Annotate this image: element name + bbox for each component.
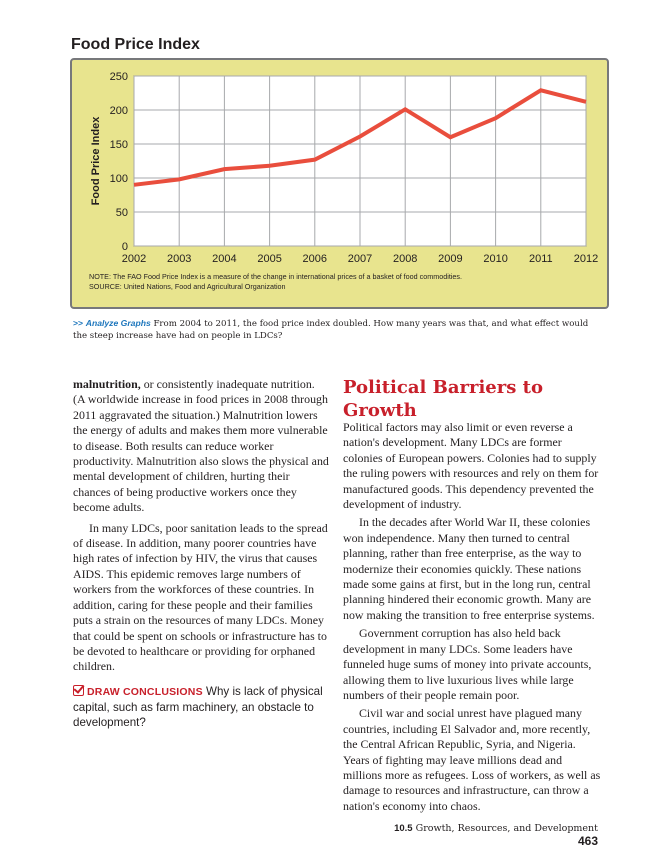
x-tick-label: 2007	[348, 253, 372, 265]
caption-text: From 2004 to 2011, the food price index …	[73, 319, 589, 341]
x-tick-label: 2006	[303, 253, 327, 265]
food-price-line-chart: 0 50 100 150 200 250 2002 2003 2004 2005 2006 2007 2…	[90, 71, 598, 265]
footer-section-title: Growth, Resources, and Development	[415, 823, 598, 834]
y-axis-label: Food Price Index	[90, 116, 102, 206]
draw-conclusions: DRAW CONCLUSIONS Why is lack of physical…	[73, 684, 329, 730]
paragraph-malnutrition: malnutrition, or consistently inadequate…	[73, 377, 329, 516]
paragraph-political-factors: Political factors may also limit or even…	[343, 420, 599, 512]
paragraph-central-planning: In the decades after World War II, these…	[343, 515, 595, 622]
footer-section-number: 10.5	[394, 823, 413, 834]
x-tick-label: 2005	[257, 253, 281, 265]
chart-note: NOTE: The FAO Food Price Index is a meas…	[89, 272, 463, 281]
chart-panel: 0 50 100 150 200 250 2002 2003 2004 2005 2006 2007 2…	[70, 58, 609, 309]
x-tick-label: 2002	[122, 253, 146, 265]
analyze-graphs-caption: >> Analyze Graphs From 2004 to 2011, the…	[73, 317, 593, 342]
x-tick-label: 2004	[212, 253, 236, 265]
y-tick-label: 150	[110, 139, 128, 151]
draw-conclusions-question: Why is lack of physical capital, such as…	[73, 684, 323, 729]
paragraph-sanitation: In many LDCs, poor sanitation leads to t…	[73, 520, 328, 674]
draw-conclusions-label: DRAW CONCLUSIONS	[87, 685, 203, 698]
y-tick-label: 0	[122, 241, 128, 253]
x-tick-label: 2003	[167, 253, 191, 265]
y-tick-label: 200	[110, 105, 128, 117]
paragraph-corruption: Government corruption has also held back…	[343, 626, 592, 702]
food-price-index-line	[133, 88, 587, 187]
right-column: Political factors may also limit or even…	[343, 420, 601, 814]
caption-label: Analyze Graphs	[85, 318, 151, 328]
caption-marker: >>	[73, 318, 84, 328]
x-tick-label: 2011	[529, 253, 553, 265]
chart-note-block: NOTE: The FAO Food Price Index is a meas…	[89, 272, 462, 292]
page-footer: 10.5 Growth, Resources, and Development …	[370, 823, 598, 848]
x-tick-label: 2009	[438, 253, 462, 265]
left-column: malnutrition, or consistently inadequate…	[73, 377, 329, 730]
y-tick-label: 50	[116, 207, 128, 219]
x-tick-label: 2012	[574, 253, 598, 265]
x-tick-label: 2010	[483, 253, 507, 265]
section-heading: Political Barriers to Growth	[343, 377, 543, 421]
figure-title: Food Price Index	[71, 36, 200, 53]
page-number: 463	[577, 834, 598, 848]
y-tick-label: 250	[110, 71, 128, 83]
checkmark-icon	[73, 684, 84, 696]
chart-source: SOURCE: United Nations, Food and Agricul…	[89, 282, 286, 291]
paragraph-civil-war: Civil war and social unrest have plagued…	[343, 706, 601, 813]
y-tick-label: 100	[110, 173, 128, 185]
key-term-malnutrition: malnutrition,	[73, 377, 141, 391]
x-tick-label: 2008	[393, 253, 417, 265]
paragraph-malnutrition-text: or consistently inadequate nutrition. (A…	[73, 377, 329, 515]
